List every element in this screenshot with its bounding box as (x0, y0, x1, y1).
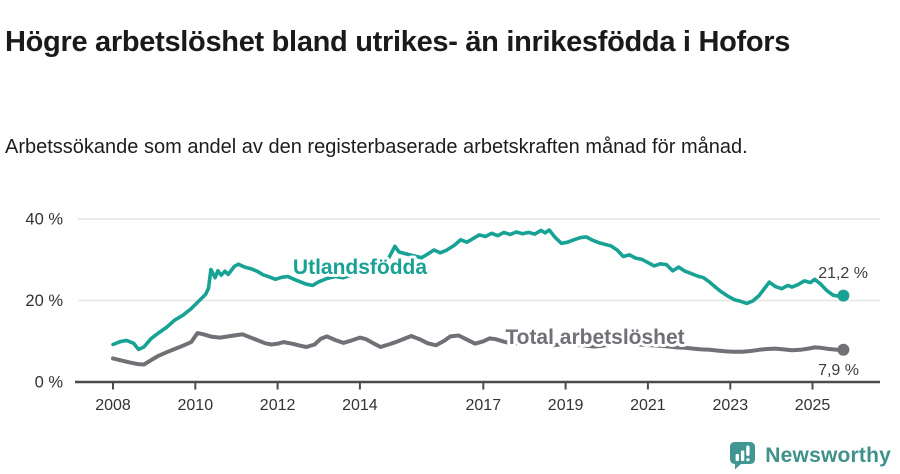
x-tick-label: 2010 (178, 397, 214, 414)
series-label-total: Total arbetslöshet (505, 326, 684, 349)
x-tick-label: 2023 (713, 397, 749, 414)
end-dot-total (837, 343, 850, 356)
x-tick-label: 2014 (342, 397, 378, 414)
y-tick-label: 40 % (25, 211, 63, 229)
brand-name: Newsworthy (765, 443, 891, 467)
x-tick-label: 2012 (260, 397, 296, 414)
series-line-total (111, 331, 846, 367)
x-tick-label: 2019 (548, 397, 584, 414)
chart-subtitle: Arbetssökande som andel av den registerb… (5, 136, 748, 158)
series-label-utlandsfodda: Utlandsfödda (293, 256, 427, 279)
brand-footer: Newsworthy (729, 441, 891, 470)
chart-title: Högre arbetslöshet bland utrikes- än inr… (5, 26, 791, 59)
series-line-utlandsfodda (111, 228, 846, 352)
y-tick-label: 20 % (25, 292, 63, 310)
line-chart: 2008 2010 2012 2014 2017 2019 2021 2023 2025 0 % 2… (25, 211, 880, 414)
x-tick-label: 2017 (466, 397, 502, 414)
end-value-label-utlandsfodda: 21,2 % (818, 265, 868, 282)
y-tick-label: 0 % (35, 374, 64, 392)
end-dot-utlandsfodda (837, 289, 850, 302)
end-value-label-total: 7,9 % (818, 362, 859, 379)
x-tick-label: 2008 (95, 397, 131, 414)
x-tick-label: 2021 (630, 397, 666, 414)
x-tick-label: 2025 (795, 397, 831, 414)
newsworthy-logo-icon (730, 442, 756, 470)
